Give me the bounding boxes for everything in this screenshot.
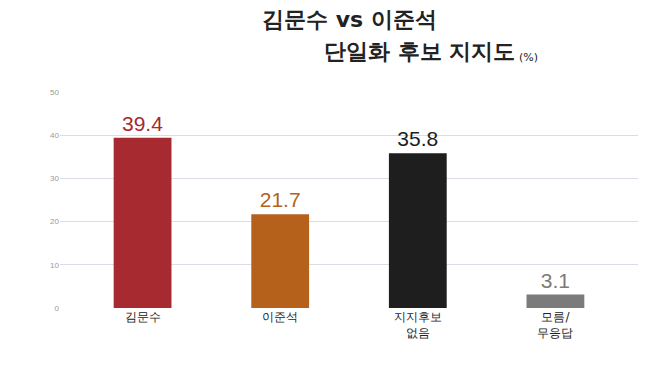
svg-text:3.1: 3.1 — [541, 269, 570, 292]
svg-text:30: 30 — [50, 174, 59, 183]
svg-text:21.7: 21.7 — [260, 188, 301, 211]
svg-text:39.4: 39.4 — [122, 112, 163, 135]
svg-text:40: 40 — [50, 131, 59, 140]
svg-text:10: 10 — [50, 261, 59, 270]
svg-text:0: 0 — [55, 304, 60, 313]
svg-text:이준석: 이준석 — [262, 310, 298, 324]
svg-text:50: 50 — [50, 88, 59, 97]
svg-text:김문수: 김문수 — [125, 310, 161, 324]
svg-text:(%): (%) — [519, 51, 538, 64]
svg-text:김문수 vs 이준석: 김문수 vs 이준석 — [262, 7, 437, 32]
svg-text:20: 20 — [50, 217, 59, 226]
svg-text:모름/무응답: 모름/무응답 — [537, 310, 573, 340]
svg-text:지지후보없음: 지지후보없음 — [394, 310, 442, 340]
svg-text:단일화 후보 지지도: 단일화 후보 지지도 — [324, 39, 515, 64]
svg-text:35.8: 35.8 — [397, 127, 438, 150]
